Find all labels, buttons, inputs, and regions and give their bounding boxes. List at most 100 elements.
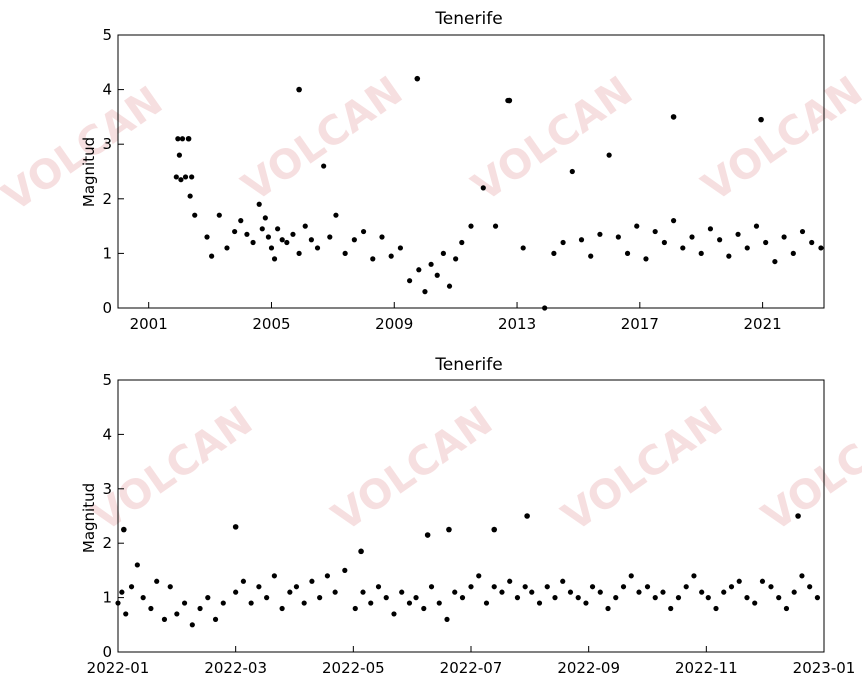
data-point [161, 616, 168, 622]
data-point [736, 578, 742, 584]
data-point [628, 573, 634, 579]
data-point [140, 595, 146, 601]
data-point [529, 589, 535, 595]
data-point [296, 86, 302, 93]
data-point [268, 245, 275, 251]
scatter-points [115, 513, 821, 628]
data-point [308, 237, 314, 243]
data-point [250, 239, 256, 246]
data-point [758, 116, 764, 123]
data-point [689, 234, 695, 240]
data-point [661, 239, 667, 246]
data-point [514, 595, 521, 601]
data-point [436, 600, 442, 606]
x-tick-label: 2001 [130, 315, 168, 333]
data-point [652, 228, 658, 235]
data-point [499, 589, 505, 595]
data-point [244, 231, 250, 237]
data-point [248, 600, 254, 606]
data-point [763, 239, 769, 246]
plot-frame [117, 34, 825, 309]
data-point [342, 567, 348, 574]
axis-ticks: 2022-01 2022-03 2022-05 2022-07 2022-09 2022-… [87, 371, 856, 677]
data-point [321, 163, 327, 169]
data-point [332, 589, 338, 595]
data-point [713, 605, 719, 612]
data-point [317, 595, 323, 601]
y-tick-label: 4 [102, 81, 112, 99]
data-point [296, 250, 302, 256]
data-point [128, 584, 135, 590]
data-point [634, 223, 640, 229]
data-point [444, 616, 450, 622]
data-point [717, 237, 723, 243]
data-point [683, 584, 689, 590]
data-point [351, 237, 357, 243]
data-point [567, 589, 574, 595]
y-tick-label: 3 [102, 480, 112, 498]
data-point [552, 595, 558, 601]
data-point [176, 152, 182, 158]
data-point [799, 228, 806, 235]
data-point [271, 256, 278, 262]
data-point [301, 600, 307, 606]
data-point [446, 526, 452, 533]
plot-frame [117, 379, 825, 653]
data-point [148, 605, 154, 612]
y-tick-label: 1 [102, 589, 112, 607]
data-point [781, 234, 787, 240]
data-point [302, 223, 308, 229]
data-point [121, 526, 127, 533]
data-point [189, 622, 195, 628]
data-point [279, 237, 285, 243]
axis-ticks: 2001 2005 2009 2013 2017 2021 0 1 2 3 4 5 [102, 26, 781, 333]
data-point [807, 584, 813, 590]
data-point [256, 584, 262, 590]
data-point [181, 600, 188, 606]
data-point [636, 589, 642, 595]
data-point [314, 245, 321, 251]
x-tick-label: 2009 [375, 315, 413, 333]
data-point [753, 223, 760, 229]
y-tick-label: 1 [102, 244, 112, 262]
y-axis-label: Magnitud [80, 483, 98, 553]
y-tick-label: 0 [102, 643, 112, 661]
svg-text:VOLCAN: VOLCAN [234, 68, 411, 211]
data-point [783, 605, 790, 612]
data-point [407, 278, 413, 284]
data-point [324, 573, 331, 579]
y-tick-label: 2 [102, 534, 112, 552]
data-point [406, 600, 413, 606]
x-tick-label: 2022-01 [87, 659, 150, 677]
data-point [271, 573, 277, 579]
data-point [383, 595, 389, 601]
data-point [506, 97, 513, 104]
data-point [605, 605, 611, 612]
svg-text:VOLCAN: VOLCAN [694, 68, 862, 211]
data-point [791, 589, 797, 595]
data-point [799, 573, 805, 579]
data-point [119, 589, 125, 595]
data-point [421, 605, 427, 612]
data-point [569, 168, 575, 175]
data-point [327, 234, 333, 240]
data-point [705, 595, 711, 601]
data-point [670, 218, 677, 224]
data-point [726, 253, 732, 259]
data-point [192, 212, 198, 218]
data-point [189, 174, 195, 180]
data-point [233, 589, 239, 595]
data-point [768, 584, 774, 590]
svg-text:VOLCAN: VOLCAN [554, 398, 731, 541]
x-tick-label: 2022-05 [322, 659, 385, 677]
data-point [399, 589, 405, 595]
data-point [643, 256, 649, 262]
data-point [691, 573, 697, 579]
data-point [197, 605, 203, 612]
data-point [670, 114, 677, 120]
data-point [814, 595, 821, 601]
y-tick-label: 5 [102, 26, 112, 44]
data-point [620, 584, 627, 590]
